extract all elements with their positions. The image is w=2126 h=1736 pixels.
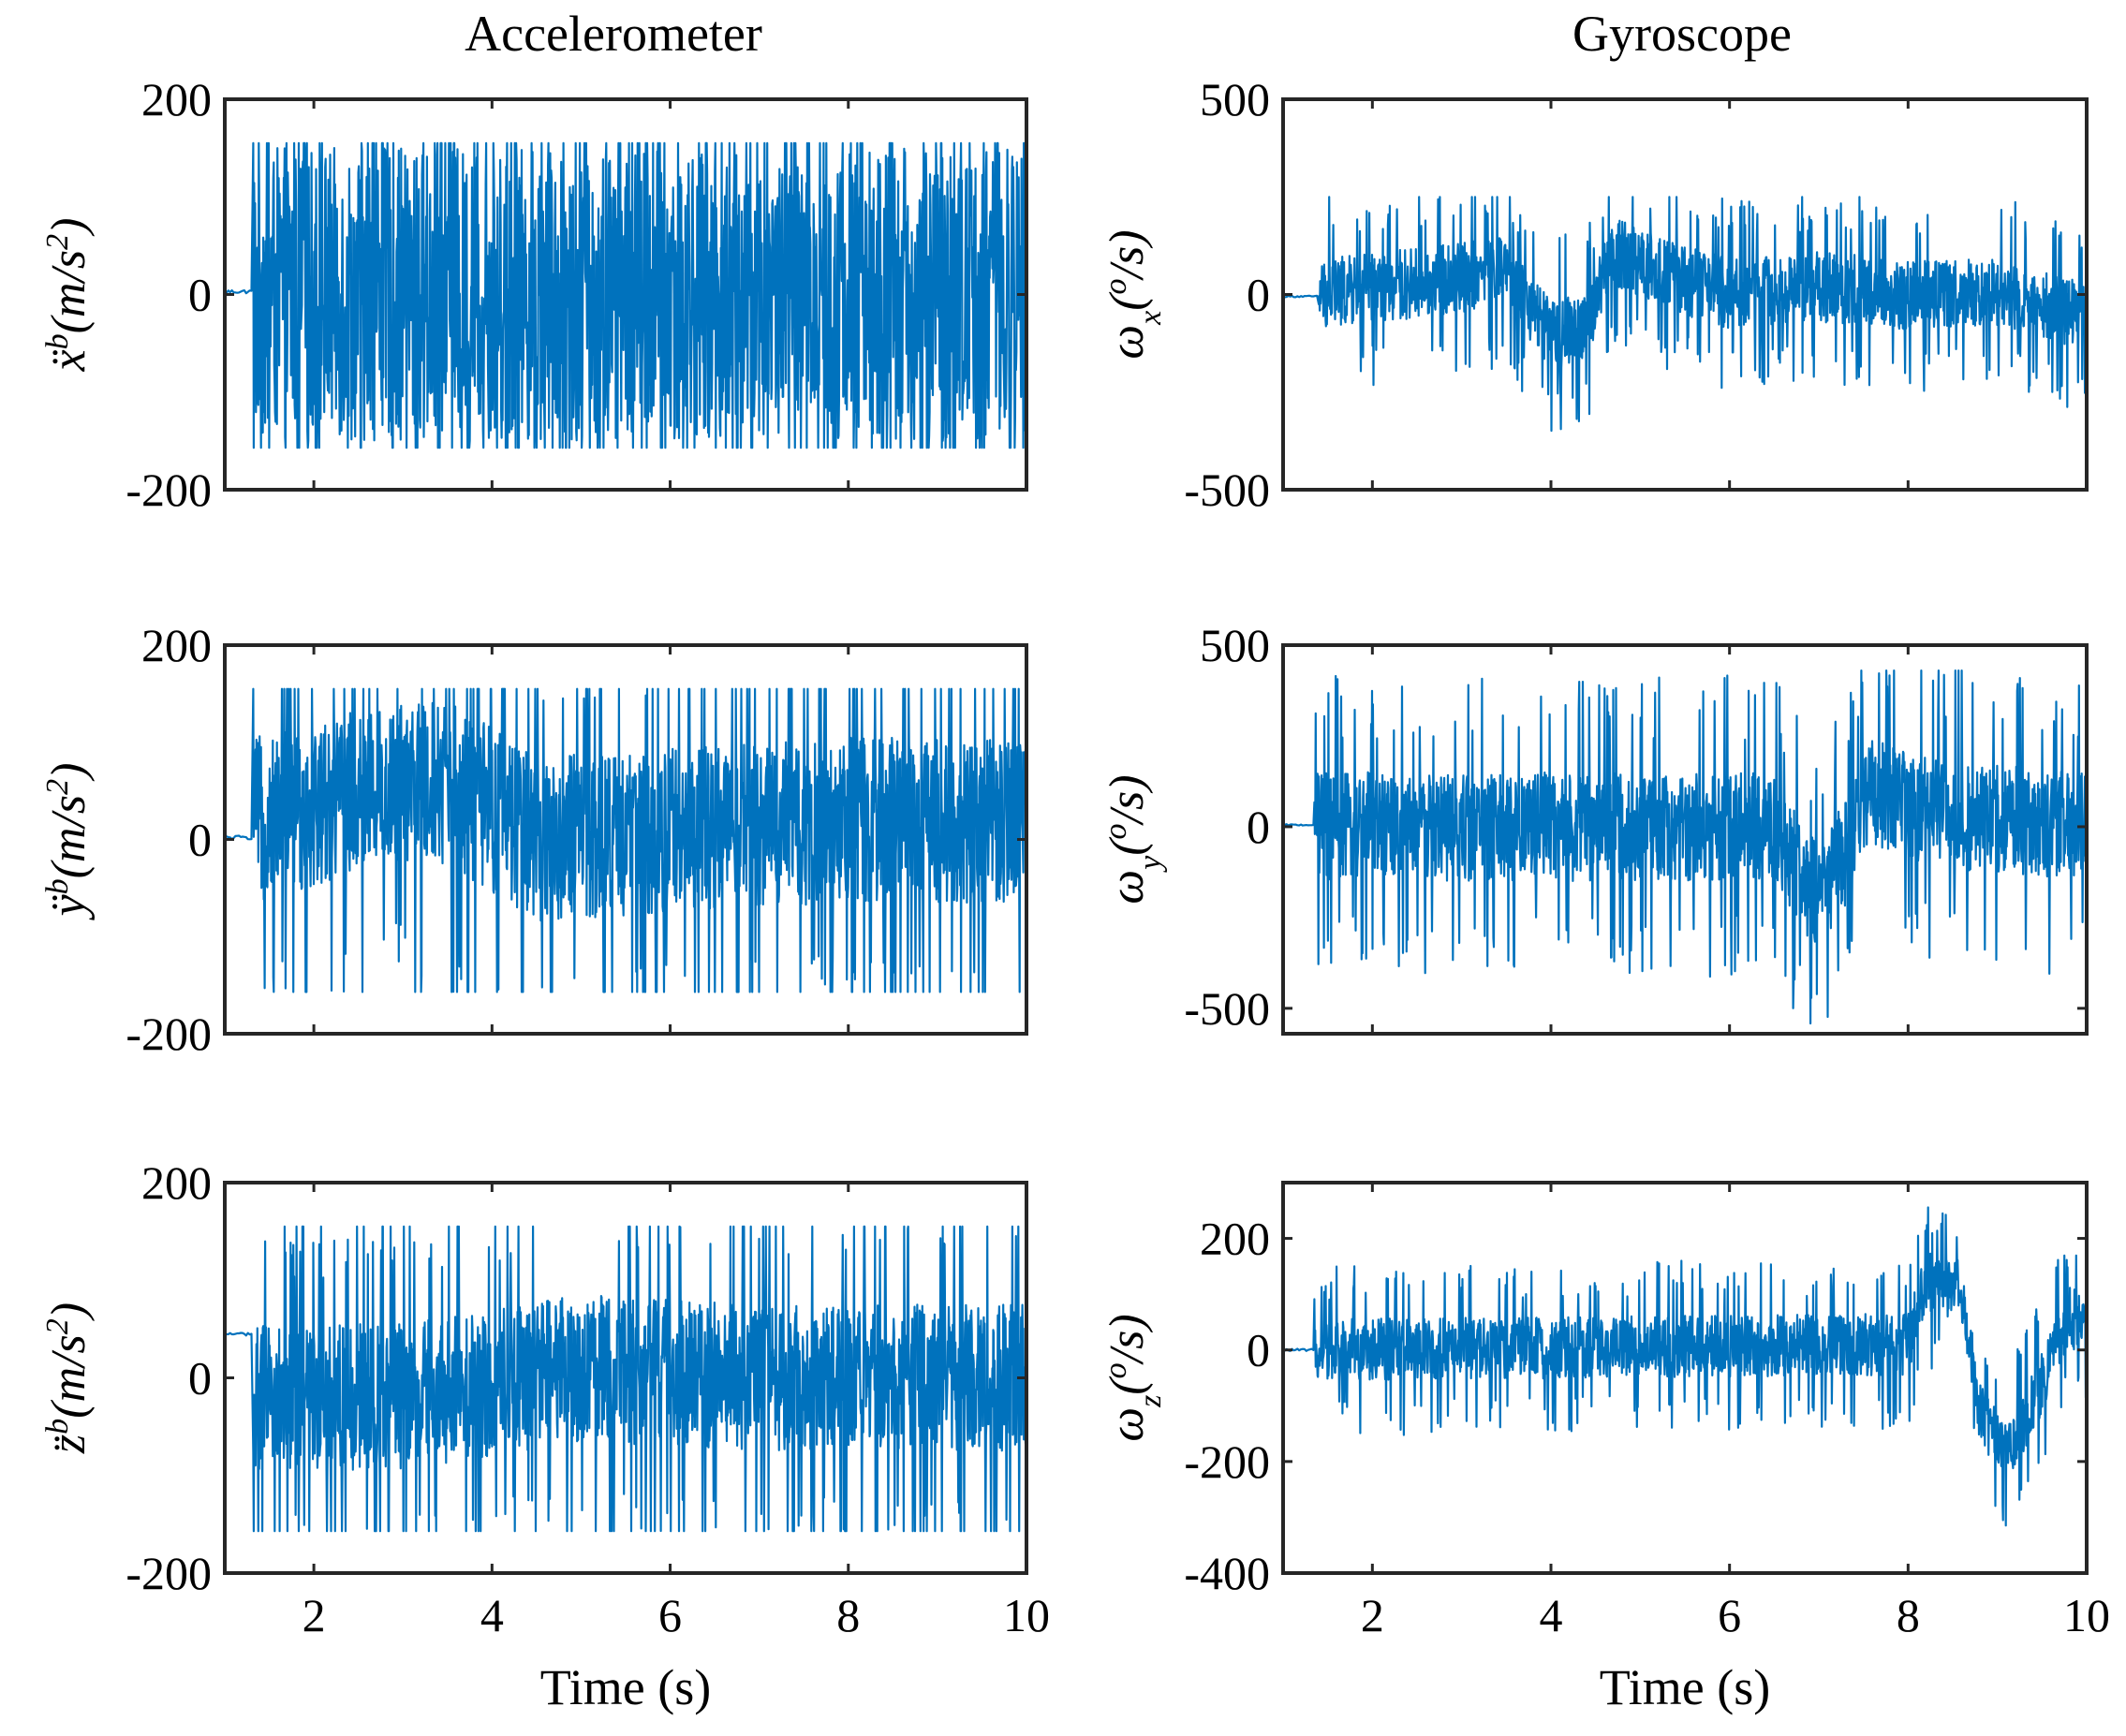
x-tick-label: 10: [1003, 1589, 1050, 1641]
y-axis-label: ẍb(m/s2): [40, 218, 96, 373]
column-title-accelerometer: Accelerometer: [465, 6, 762, 62]
y-tick-label: 0: [1247, 1324, 1270, 1376]
y-tick-label: -200: [125, 1547, 212, 1599]
x-tick-label: 8: [836, 1589, 860, 1641]
y-tick-label: 500: [1200, 619, 1270, 671]
y-tick-label: 200: [141, 1156, 212, 1209]
x-tick-label: 10: [2063, 1589, 2110, 1641]
x-tick-label: 2: [303, 1589, 326, 1641]
subplot-gyro-y: -500 0 500 ωy(o/s): [1099, 619, 2089, 1036]
series-line-acc-y: [225, 687, 1026, 993]
y-tick-label: -500: [1184, 463, 1270, 516]
x-axis-label: Time (s): [540, 1659, 712, 1715]
subplot-acc-z: 2 4 6 8 10 -200 0 200 z̈b(m/s2) Time (s): [40, 1156, 1051, 1715]
y-tick-label: 0: [1247, 801, 1270, 853]
y-tick-label: 200: [1200, 1213, 1270, 1265]
series-line-gyro-y: [1283, 669, 2087, 1025]
x-tick-label: 8: [1897, 1589, 1920, 1641]
y-axis-label: ÿb(m/s2): [40, 763, 96, 921]
column-title-gyroscope: Gyroscope: [1572, 6, 1792, 62]
x-tick-label: 6: [658, 1589, 682, 1641]
subplot-acc-y: -200 0 200 ÿb(m/s2): [40, 619, 1028, 1060]
subplot-grid: -2000200ẍb(m/s2)-5000500ωx(o/s)-2000200ÿ…: [40, 73, 2111, 1715]
x-axis-label: Time (s): [1600, 1659, 1771, 1715]
y-axis-label: ωy(o/s): [1099, 774, 1168, 904]
x-tick-label: 4: [480, 1589, 504, 1641]
y-tick-label: 0: [188, 1352, 212, 1405]
y-tick-label: -200: [125, 1008, 212, 1060]
series-line-acc-z: [225, 1225, 1026, 1533]
y-axis-label: ωx(o/s): [1099, 229, 1168, 359]
y-tick-label: 200: [141, 73, 212, 125]
x-tick-label: 6: [1718, 1589, 1741, 1641]
y-axis-label: ωz(o/s): [1099, 1314, 1168, 1441]
y-tick-label: 0: [1247, 269, 1270, 321]
y-tick-label: -500: [1184, 982, 1270, 1035]
y-tick-label: -200: [125, 463, 212, 516]
axes-frame: [1281, 643, 2089, 1036]
x-tick-label: 4: [1540, 1589, 1563, 1641]
y-tick-label: -400: [1184, 1547, 1270, 1599]
y-axis-label: z̈b(m/s2): [40, 1302, 96, 1454]
subplot-gyro-z: 2 4 6 8 10 -400 -200 0 200 ωz(o/s) Time (s): [1099, 1181, 2110, 1715]
y-tick-label: 0: [188, 814, 212, 866]
x-tick-label: 2: [1361, 1589, 1384, 1641]
subplot-gyro-x: -500 0 500 ωx(o/s): [1099, 73, 2089, 516]
subplot-acc-x: -200 0 200 ẍb(m/s2): [40, 73, 1028, 516]
axes-frame: [1281, 1181, 2089, 1575]
y-tick-label: 500: [1200, 73, 1270, 125]
y-tick-label: 200: [141, 619, 212, 671]
y-tick-label: -200: [1184, 1435, 1270, 1488]
series-line-gyro-z: [1283, 1206, 2087, 1527]
series-line-gyro-x: [1283, 196, 2087, 433]
series-line-acc-x: [225, 141, 1026, 449]
y-tick-label: 0: [188, 269, 212, 321]
